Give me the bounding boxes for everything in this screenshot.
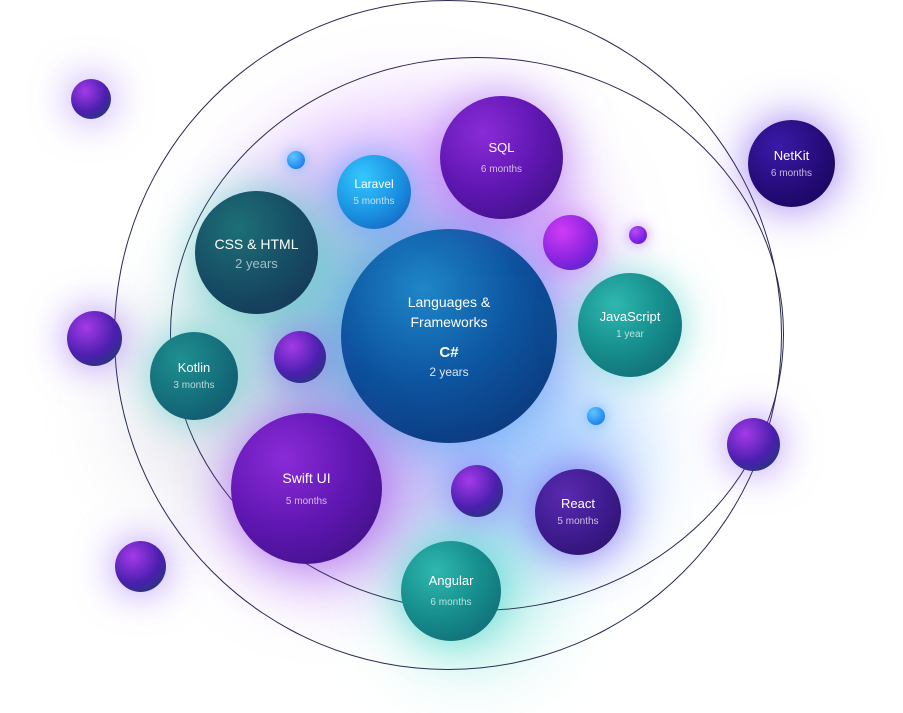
- skill-bubble-laravel[interactable]: Laravel 5 months: [337, 155, 411, 229]
- skill-bubble-netkit[interactable]: NetKit 6 months: [748, 120, 835, 207]
- center-language: C#: [439, 344, 459, 361]
- skill-name: CSS & HTML: [214, 235, 299, 252]
- skill-duration: 1 year: [616, 329, 644, 340]
- skill-duration: 5 months: [285, 495, 328, 507]
- decor-bubble: [451, 465, 503, 517]
- skill-bubble-css-html[interactable]: CSS & HTML 2 years: [195, 191, 318, 314]
- skill-name: Angular: [428, 573, 474, 588]
- decor-dot: [287, 151, 305, 169]
- skill-bubble-sql[interactable]: SQL 6 months: [440, 96, 563, 219]
- skill-bubble-swift-ui[interactable]: Swift UI 5 months: [231, 413, 382, 564]
- skill-name: SQL: [488, 139, 515, 155]
- skill-duration: 6 months: [480, 163, 523, 175]
- skill-bubble-angular[interactable]: Angular 6 months: [401, 541, 501, 641]
- center-bubble-csharp[interactable]: Languages & Frameworks C# 2 years: [341, 229, 557, 443]
- skill-name: NetKit: [773, 147, 810, 163]
- skill-name: Kotlin: [177, 360, 211, 375]
- skill-name: React: [561, 496, 595, 511]
- decor-bubble: [67, 311, 122, 366]
- decor-bubble: [274, 331, 326, 383]
- decor-bubble: [543, 215, 598, 270]
- skill-duration: 6 months: [430, 597, 472, 608]
- decor-dot: [587, 407, 605, 425]
- decor-bubble: [71, 79, 111, 119]
- skill-duration: 5 months: [353, 196, 395, 207]
- center-heading: Languages & Frameworks: [407, 294, 491, 330]
- skill-bubble-kotlin[interactable]: Kotlin 3 months: [150, 332, 238, 420]
- decor-bubble: [727, 418, 780, 471]
- decor-dot: [629, 226, 647, 244]
- center-duration: 2 years: [429, 365, 469, 379]
- skill-bubble-react[interactable]: React 5 months: [535, 469, 621, 555]
- skill-duration: 3 months: [173, 380, 215, 391]
- skill-name: JavaScript: [599, 309, 661, 324]
- skill-duration: 2 years: [235, 255, 278, 271]
- skill-duration: 5 months: [557, 516, 599, 527]
- skill-bubble-javascript[interactable]: JavaScript 1 year: [578, 273, 682, 377]
- skill-name: Laravel: [354, 177, 394, 191]
- skill-name: Swift UI: [282, 469, 331, 486]
- skill-duration: 6 months: [770, 167, 813, 179]
- decor-bubble: [115, 541, 166, 592]
